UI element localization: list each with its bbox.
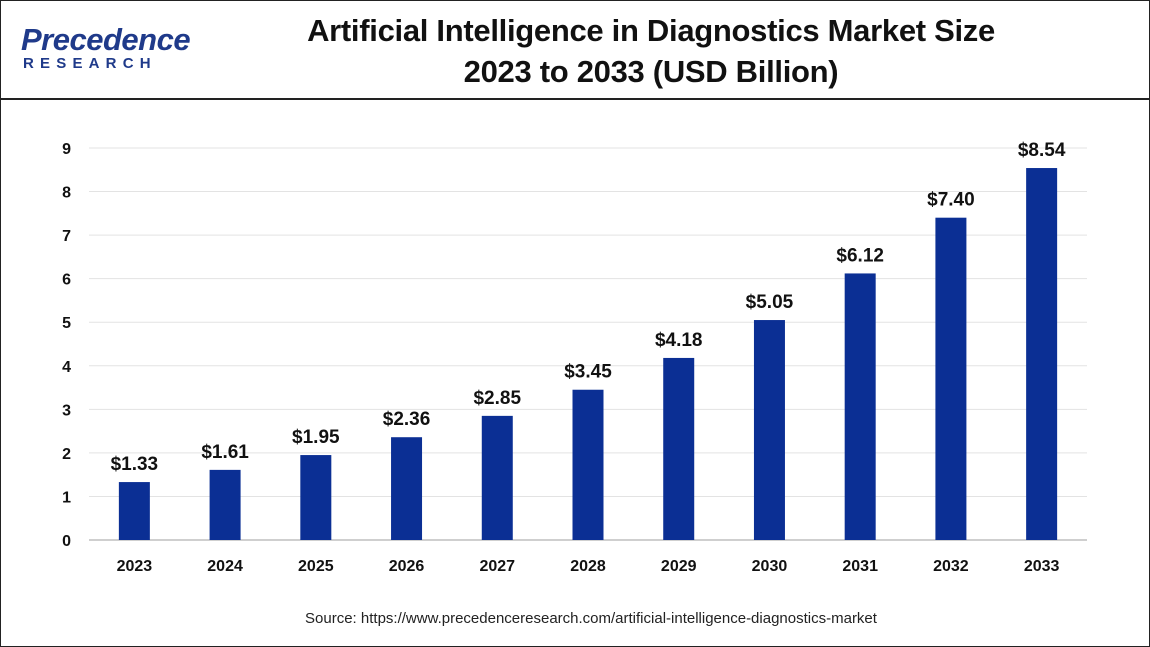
x-tick-label: 2028 — [570, 558, 606, 575]
bar — [481, 415, 513, 540]
data-label: $1.61 — [201, 442, 249, 463]
y-tick-label: 2 — [62, 446, 71, 463]
bar — [753, 320, 785, 540]
precedence-research-logo: Precedence RESEARCH — [21, 23, 191, 73]
logo-subtitle: RESEARCH — [23, 55, 157, 72]
data-label: $8.54 — [1018, 140, 1066, 161]
chart-title: Artificial Intelligence in Diagnostics M… — [211, 10, 1091, 92]
bar — [300, 455, 332, 540]
x-tick-label: 2025 — [298, 558, 334, 575]
bar-chart: 0 1 2 3 4 5 6 7 8 9 $1.33 2023 $1.61 2024 $1.95 2025 $2.… — [62, 140, 1087, 575]
x-tick-label: 2030 — [752, 558, 788, 575]
bar — [118, 482, 150, 540]
y-tick-label: 9 — [62, 141, 71, 158]
bar — [391, 437, 423, 540]
x-tick-label: 2024 — [207, 558, 243, 575]
y-tick-label: 1 — [62, 489, 71, 506]
data-label: $1.95 — [292, 427, 340, 448]
bar — [1026, 168, 1058, 540]
data-label: $2.36 — [383, 409, 431, 430]
data-label: $5.05 — [746, 292, 794, 313]
y-tick-label: 4 — [62, 359, 71, 376]
bar — [844, 273, 876, 540]
data-label: $6.12 — [836, 245, 884, 266]
bar — [572, 389, 604, 540]
x-tick-label: 2032 — [933, 558, 969, 575]
chart-title-line-2: 2023 to 2033 (USD Billion) — [463, 54, 839, 89]
bar — [209, 469, 241, 540]
y-tick-label: 8 — [62, 185, 71, 202]
x-tick-label: 2023 — [117, 558, 153, 575]
x-tick-label: 2026 — [389, 558, 425, 575]
chart-title-line-1: Artificial Intelligence in Diagnostics M… — [307, 13, 995, 48]
bar — [663, 357, 695, 540]
data-label: $4.18 — [655, 330, 703, 351]
data-label: $3.45 — [564, 362, 612, 383]
logo-wordmark: Precedence — [21, 22, 191, 57]
y-tick-label: 3 — [62, 402, 71, 419]
y-tick-label: 0 — [62, 533, 71, 550]
x-tick-label: 2033 — [1024, 558, 1060, 575]
bar — [935, 217, 967, 540]
source-note: Source: https://www.precedenceresearch.c… — [305, 610, 877, 627]
y-tick-label: 7 — [62, 228, 71, 245]
y-tick-label: 5 — [62, 315, 71, 332]
x-tick-label: 2031 — [842, 558, 878, 575]
data-label: $7.40 — [927, 190, 975, 211]
y-tick-label: 6 — [62, 272, 71, 289]
data-label: $2.85 — [473, 388, 521, 409]
header: Precedence RESEARCH Artificial Intellige… — [1, 1, 1149, 100]
data-label: $1.33 — [111, 454, 159, 475]
x-tick-label: 2027 — [479, 558, 515, 575]
x-tick-label: 2029 — [661, 558, 697, 575]
